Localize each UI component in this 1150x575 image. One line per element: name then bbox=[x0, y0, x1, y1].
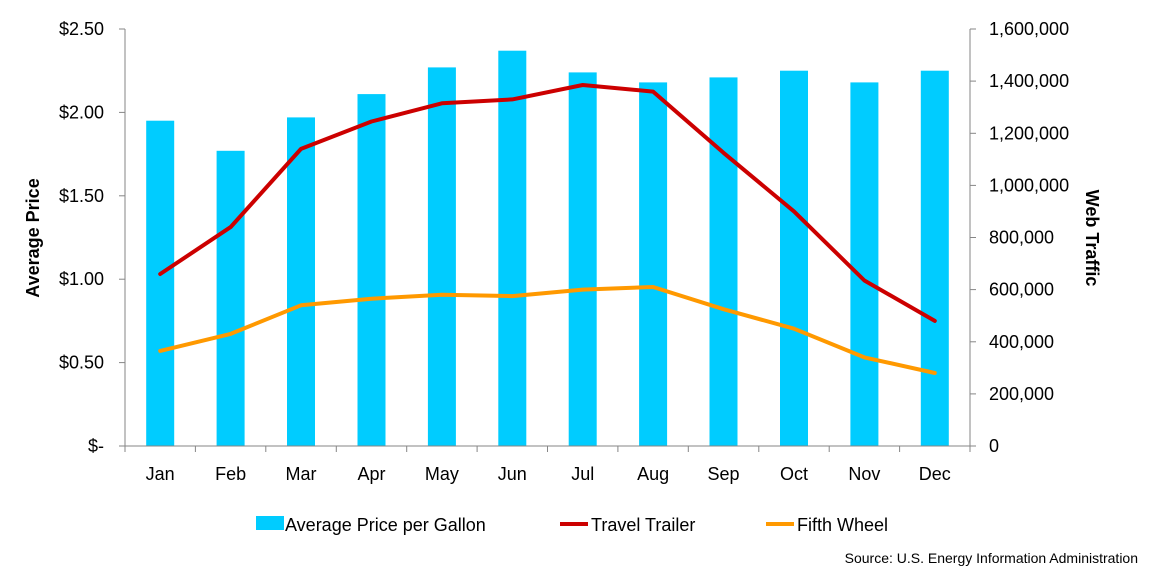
y-tick-label: $0.50 bbox=[59, 353, 104, 373]
y-axis-title: Average Price bbox=[23, 178, 43, 297]
x-tick-label-apr: Apr bbox=[357, 464, 385, 484]
y-tick-label: $2.50 bbox=[59, 19, 104, 39]
bars-layer bbox=[146, 50, 949, 447]
line-fifth-wheel bbox=[158, 285, 937, 375]
legend-label-fifth-wheel: Fifth Wheel bbox=[797, 515, 888, 535]
x-tick-label-aug: Aug bbox=[637, 464, 669, 484]
y-tick-label: $- bbox=[88, 436, 104, 456]
legend: Average Price per Gallon Travel Trailer … bbox=[256, 515, 888, 535]
y2-tick-label: 400,000 bbox=[989, 332, 1054, 352]
legend-item-average-price: Average Price per Gallon bbox=[256, 515, 486, 535]
y2-tick-label: 1,600,000 bbox=[989, 19, 1069, 39]
y2-tick-label: 1,200,000 bbox=[989, 123, 1069, 143]
x-tick-label-sep: Sep bbox=[707, 464, 739, 484]
x-tick-label-may: May bbox=[425, 464, 459, 484]
legend-item-travel-trailer: Travel Trailer bbox=[560, 515, 695, 535]
y2-tick-label: 1,400,000 bbox=[989, 71, 1069, 91]
x-tick-label-oct: Oct bbox=[780, 464, 808, 484]
legend-item-fifth-wheel: Fifth Wheel bbox=[766, 515, 888, 535]
bar-nov bbox=[850, 82, 879, 447]
line-travel-trailer bbox=[158, 83, 937, 323]
legend-label-average-price: Average Price per Gallon bbox=[285, 515, 486, 535]
x-tick-label-jun: Jun bbox=[498, 464, 527, 484]
y-tick-label: $1.00 bbox=[59, 269, 104, 289]
bar-oct bbox=[780, 70, 808, 446]
bar-feb bbox=[216, 150, 245, 447]
legend-label-travel-trailer: Travel Trailer bbox=[591, 515, 695, 535]
bar-aug bbox=[639, 82, 668, 447]
y2-tick-label: 800,000 bbox=[989, 228, 1054, 248]
x-tick-label-dec: Dec bbox=[919, 464, 951, 484]
bar-may bbox=[427, 67, 456, 447]
y-tick-label: $1.50 bbox=[59, 186, 104, 206]
bar-mar bbox=[287, 117, 315, 447]
bar-jun bbox=[498, 50, 527, 446]
x-tick-label-jan: Jan bbox=[146, 464, 175, 484]
y2-axis-title: Web Traffic bbox=[1082, 190, 1102, 287]
bar-sep bbox=[709, 77, 738, 447]
source-note: Source: U.S. Energy Information Administ… bbox=[845, 550, 1138, 566]
x-tick-label-jul: Jul bbox=[571, 464, 594, 484]
x-tick-label-feb: Feb bbox=[215, 464, 246, 484]
legend-swatch-average-price bbox=[256, 516, 284, 530]
bar-apr bbox=[357, 94, 386, 446]
bar-dec bbox=[920, 70, 949, 446]
bar-jul bbox=[568, 72, 597, 447]
y-tick-label: $2.00 bbox=[59, 102, 104, 122]
ticks-layer: Jan Feb Mar Apr May Jun Jul Aug Sep Oct Nov Dec $- $0… bbox=[59, 19, 1069, 484]
y2-tick-label: 1,000,000 bbox=[989, 175, 1069, 195]
lines-layer bbox=[158, 83, 937, 375]
y2-tick-label: 200,000 bbox=[989, 384, 1054, 404]
x-tick-label-nov: Nov bbox=[848, 464, 880, 484]
bar-jan bbox=[146, 120, 175, 446]
y2-tick-label: 600,000 bbox=[989, 280, 1054, 300]
y2-tick-label: 0 bbox=[989, 436, 999, 456]
x-tick-label-mar: Mar bbox=[286, 464, 317, 484]
